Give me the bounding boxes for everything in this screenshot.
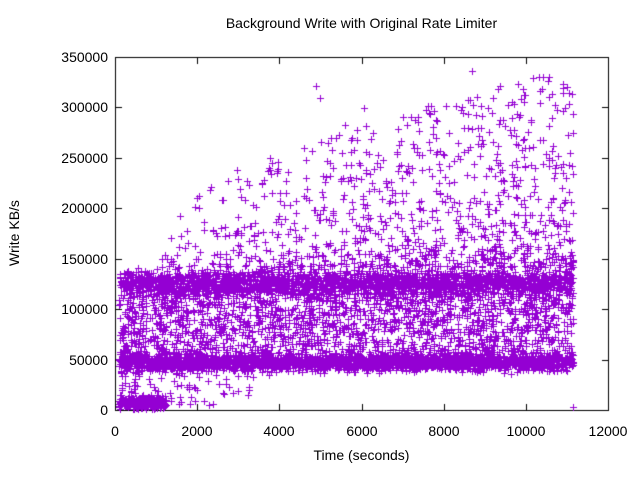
- y-tick-label: 150000: [61, 251, 108, 267]
- x-tick-label: 10000: [506, 423, 546, 439]
- y-tick-label: 250000: [61, 150, 108, 166]
- x-axis-label: Time (seconds): [313, 447, 410, 463]
- y-tick-label: 300000: [61, 99, 108, 115]
- x-tick-label: 0: [111, 423, 119, 439]
- y-tick-label: 50000: [69, 352, 108, 368]
- y-axis-label: Write KB/s: [6, 200, 22, 266]
- x-tick-label: 6000: [346, 423, 378, 439]
- y-tick-label: 0: [100, 402, 108, 418]
- y-tick-label: 100000: [61, 301, 108, 317]
- y-tick-label: 200000: [61, 200, 108, 216]
- y-tick-label: 350000: [61, 49, 108, 65]
- chart-title: Background Write with Original Rate Limi…: [225, 15, 498, 31]
- x-tick-label: 4000: [263, 423, 295, 439]
- x-tick-label: 12000: [588, 423, 628, 439]
- x-tick-label: 8000: [428, 423, 460, 439]
- x-tick-label: 2000: [181, 423, 213, 439]
